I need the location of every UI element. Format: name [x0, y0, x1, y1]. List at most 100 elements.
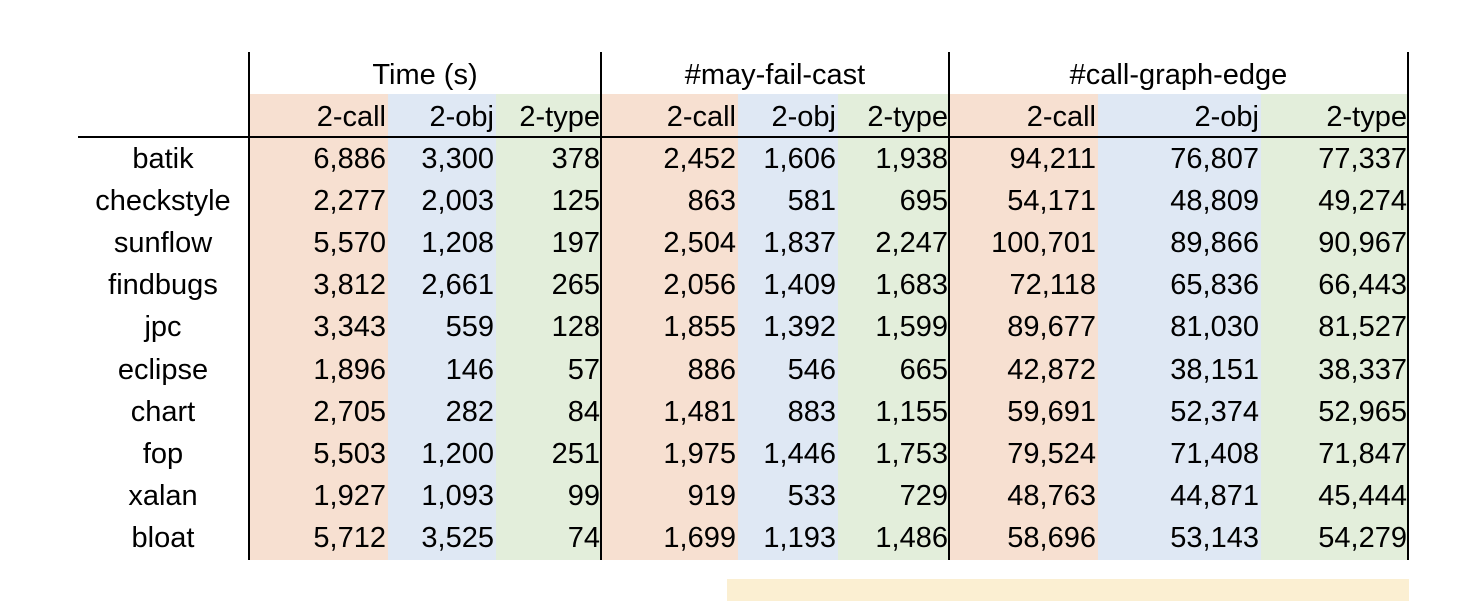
edge-2call-cell: 94,211 [1009, 143, 1096, 175]
time-2type-cell: 251 [551, 438, 600, 470]
time-2obj-cell: 3,300 [421, 143, 494, 175]
cast-2call-cell: 1,975 [663, 438, 736, 470]
cast-2obj-cell: 1,409 [763, 269, 836, 301]
edge-2type-cell: 81,527 [1318, 311, 1407, 343]
cast-2call-cell: 886 [687, 354, 736, 386]
divider-right [1407, 52, 1409, 560]
edge-2type-cell: 52,965 [1318, 396, 1407, 428]
benchmark-name: eclipse [117, 354, 209, 386]
time-2call-cell: 3,812 [313, 269, 386, 301]
cast-2type-cell: 1,753 [875, 438, 948, 470]
edge-2call-column-fill [950, 94, 1098, 560]
cast-2type-cell: 2,247 [875, 227, 948, 259]
time-2call-cell: 2,705 [313, 396, 386, 428]
time-2obj-cell: 146 [445, 354, 494, 386]
time-2type-cell: 378 [551, 143, 600, 175]
cast-2call-cell: 1,855 [663, 311, 736, 343]
cast-2type-column-fill [838, 94, 950, 560]
cast-2call-cell: 1,481 [663, 396, 736, 428]
time-2obj-cell: 1,200 [421, 438, 494, 470]
time-2call-cell: 5,570 [313, 227, 386, 259]
cast-2obj-cell: 1,446 [763, 438, 836, 470]
subheader-cast-2call: 2-call [666, 101, 736, 133]
edge-2call-cell: 58,696 [1007, 522, 1096, 554]
subheader-edge-2call: 2-call [1026, 101, 1096, 133]
time-2type-cell: 84 [567, 396, 600, 428]
subheader-time-2type: 2-type [519, 101, 600, 133]
edge-2type-column-fill [1261, 94, 1409, 560]
time-2call-cell: 3,343 [313, 311, 386, 343]
header-rule [78, 136, 1409, 138]
cast-2call-cell: 863 [687, 185, 736, 217]
time-2obj-cell: 3,525 [421, 522, 494, 554]
divider-cast [948, 52, 950, 560]
edge-2type-cell: 49,274 [1318, 185, 1407, 217]
cast-2call-column-fill [602, 94, 738, 560]
cast-2type-cell: 695 [899, 185, 948, 217]
time-2call-cell: 2,277 [313, 185, 386, 217]
edge-2obj-cell: 38,151 [1170, 354, 1259, 386]
time-2obj-cell: 282 [445, 396, 494, 428]
time-2type-column-fill [496, 94, 602, 560]
cast-2type-cell: 1,683 [875, 269, 948, 301]
divider-time [600, 52, 602, 560]
cast-2obj-cell: 581 [787, 185, 836, 217]
edge-2obj-cell: 48,809 [1170, 185, 1259, 217]
cast-2obj-cell: 1,837 [763, 227, 836, 259]
edge-2call-cell: 42,872 [1007, 354, 1096, 386]
time-2type-cell: 99 [567, 480, 600, 512]
note-box [727, 579, 1409, 601]
time-2call-cell: 5,712 [313, 522, 386, 554]
cast-2type-cell: 1,599 [875, 311, 948, 343]
time-2call-cell: 6,886 [313, 143, 386, 175]
edge-2type-cell: 77,337 [1318, 143, 1407, 175]
time-2obj-column-fill [388, 94, 496, 560]
time-2obj-cell: 1,208 [421, 227, 494, 259]
benchmark-name: batik [132, 143, 194, 175]
cast-2type-cell: 1,486 [875, 522, 948, 554]
time-2type-cell: 125 [551, 185, 600, 217]
benchmark-name: findbugs [108, 269, 218, 301]
time-2type-cell: 265 [551, 269, 600, 301]
cast-2type-cell: 729 [899, 480, 948, 512]
benchmark-name: checkstyle [95, 185, 231, 217]
time-2obj-cell: 2,661 [421, 269, 494, 301]
subheader-edge-2type: 2-type [1326, 101, 1407, 133]
time-2obj-cell: 2,003 [421, 185, 494, 217]
benchmark-name: fop [142, 438, 184, 470]
benchmark-name: bloat [131, 522, 195, 554]
cast-2call-cell: 1,699 [663, 522, 736, 554]
edge-2call-cell: 48,763 [1007, 480, 1096, 512]
cast-2obj-cell: 1,193 [763, 522, 836, 554]
subheader-edge-2obj: 2-obj [1194, 101, 1260, 133]
edge-2type-cell: 45,444 [1318, 480, 1407, 512]
subheader-time-2obj: 2-obj [429, 101, 495, 133]
cast-2type-cell: 1,938 [875, 143, 948, 175]
edge-2call-cell: 54,171 [1007, 185, 1096, 217]
time-2call-column-fill [250, 94, 388, 560]
edge-2obj-cell: 81,030 [1170, 311, 1259, 343]
subheader-cast-2type: 2-type [867, 101, 948, 133]
group-header-may-fail-cast: #may-fail-cast [684, 59, 866, 91]
cast-2call-cell: 2,056 [663, 269, 736, 301]
cast-2obj-cell: 546 [787, 354, 836, 386]
edge-2obj-cell: 65,836 [1170, 269, 1259, 301]
edge-2type-cell: 66,443 [1318, 269, 1407, 301]
benchmark-name: jpc [144, 311, 182, 343]
edge-2call-cell: 100,701 [991, 227, 1096, 259]
cast-2obj-cell: 533 [787, 480, 836, 512]
cast-2obj-cell: 1,606 [763, 143, 836, 175]
edge-2call-cell: 89,677 [1007, 311, 1096, 343]
benchmark-name: xalan [128, 480, 198, 512]
group-header-time: Time (s) [372, 59, 478, 91]
edge-2type-cell: 71,847 [1318, 438, 1407, 470]
edge-2obj-cell: 89,866 [1170, 227, 1259, 259]
time-2type-cell: 128 [551, 311, 600, 343]
edge-2type-cell: 54,279 [1318, 522, 1407, 554]
time-2type-cell: 197 [551, 227, 600, 259]
cast-2obj-column-fill [738, 94, 838, 560]
subheader-time-2call: 2-call [316, 101, 386, 133]
cast-2call-cell: 919 [687, 480, 736, 512]
divider-left [248, 52, 250, 560]
